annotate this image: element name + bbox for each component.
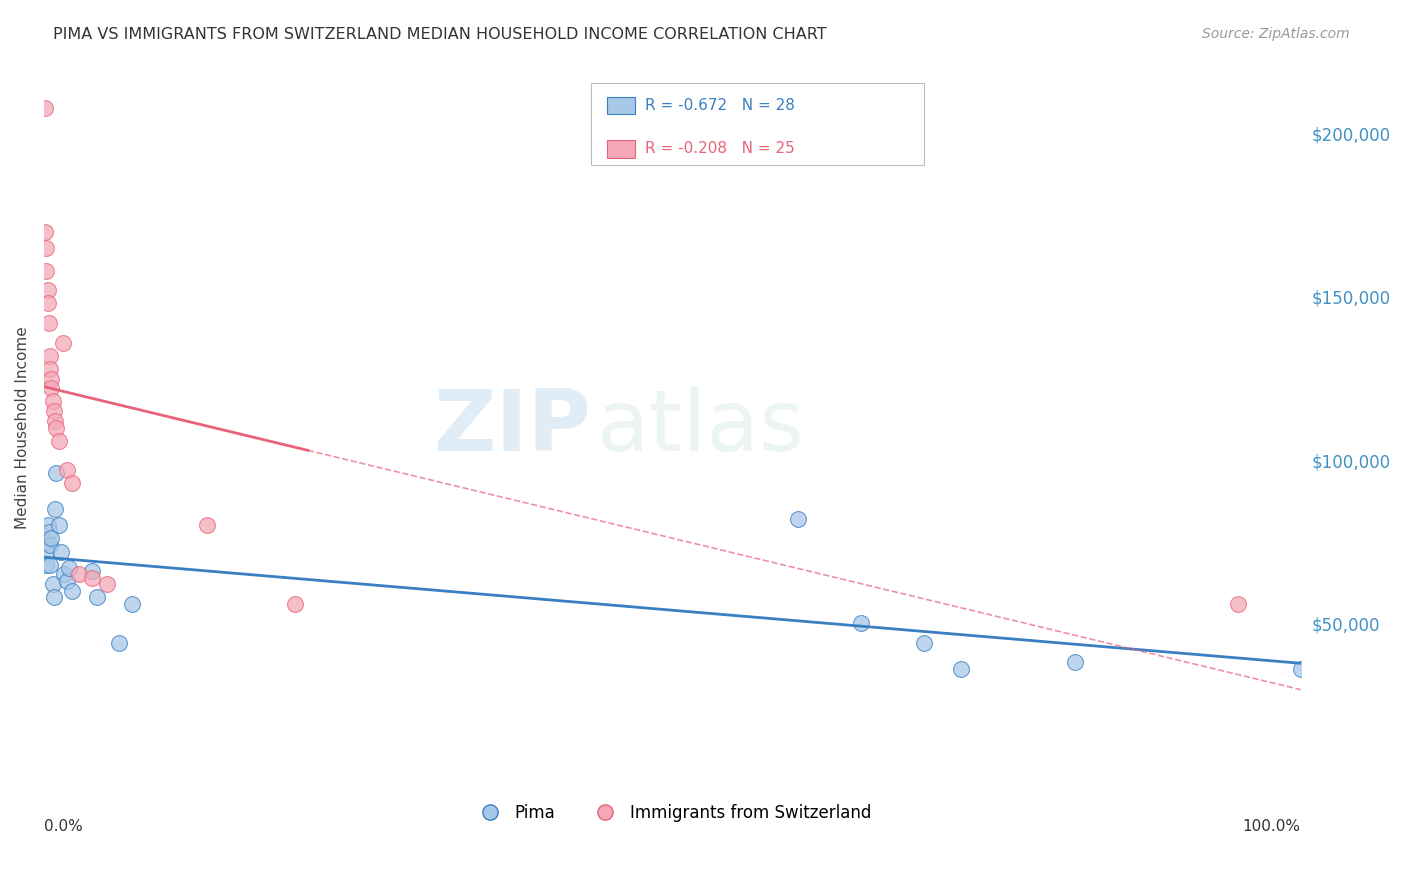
Point [34, 534, 56, 549]
Point [35, 558, 58, 572]
Point [39, 538, 62, 552]
Point [35, 264, 58, 278]
Point [53, 567, 76, 582]
Point [284, 597, 307, 611]
Text: R = -0.672   N = 28: R = -0.672 N = 28 [645, 97, 794, 112]
Point [55, 463, 77, 477]
Text: Source: ZipAtlas.com: Source: ZipAtlas.com [1202, 27, 1350, 41]
Bar [591, 83, 924, 165]
Point [48, 518, 70, 533]
Point [52, 335, 75, 350]
Point [37, 284, 59, 298]
Text: 100.0%: 100.0% [1243, 819, 1301, 834]
Legend: Pima, Immigrants from Switzerland: Pima, Immigrants from Switzerland [467, 797, 879, 829]
Point [39, 349, 62, 363]
Point [39, 558, 62, 572]
Text: R = -0.208   N = 25: R = -0.208 N = 25 [645, 142, 794, 156]
Point [1226, 597, 1249, 611]
Point [39, 361, 62, 376]
Text: 0.0%: 0.0% [44, 819, 83, 834]
Point [1063, 656, 1085, 670]
Point [67, 567, 90, 582]
Point [45, 466, 67, 480]
Point [121, 597, 143, 611]
Point [60, 475, 83, 490]
Point [86, 591, 108, 605]
Point [41, 577, 63, 591]
Point [195, 518, 218, 533]
Point [38, 524, 60, 539]
Point [41, 381, 63, 395]
Point [34, 225, 56, 239]
Point [80, 564, 103, 578]
Point [44, 502, 66, 516]
Point [37, 518, 59, 533]
Text: ZIP: ZIP [433, 386, 591, 469]
Point [60, 583, 83, 598]
Point [1289, 662, 1312, 676]
Point [58, 561, 80, 575]
Bar [607, 140, 634, 158]
Point [44, 414, 66, 428]
Y-axis label: Median Household Income: Median Household Income [15, 326, 30, 529]
Bar [607, 96, 634, 114]
Point [96, 577, 118, 591]
Point [51, 544, 73, 558]
Point [950, 662, 973, 676]
Point [35, 544, 58, 558]
Point [41, 532, 63, 546]
Point [37, 296, 59, 310]
Text: PIMA VS IMMIGRANTS FROM SWITZERLAND MEDIAN HOUSEHOLD INCOME CORRELATION CHART: PIMA VS IMMIGRANTS FROM SWITZERLAND MEDI… [53, 27, 827, 42]
Point [45, 420, 67, 434]
Point [48, 434, 70, 448]
Point [55, 574, 77, 588]
Point [38, 316, 60, 330]
Point [34, 101, 56, 115]
Point [80, 571, 103, 585]
Point [35, 241, 58, 255]
Text: atlas: atlas [598, 386, 804, 469]
Point [41, 394, 63, 409]
Point [787, 512, 810, 526]
Point [42, 591, 65, 605]
Point [108, 636, 131, 650]
Point [42, 404, 65, 418]
Point [912, 636, 935, 650]
Point [41, 371, 63, 385]
Point [849, 616, 872, 631]
